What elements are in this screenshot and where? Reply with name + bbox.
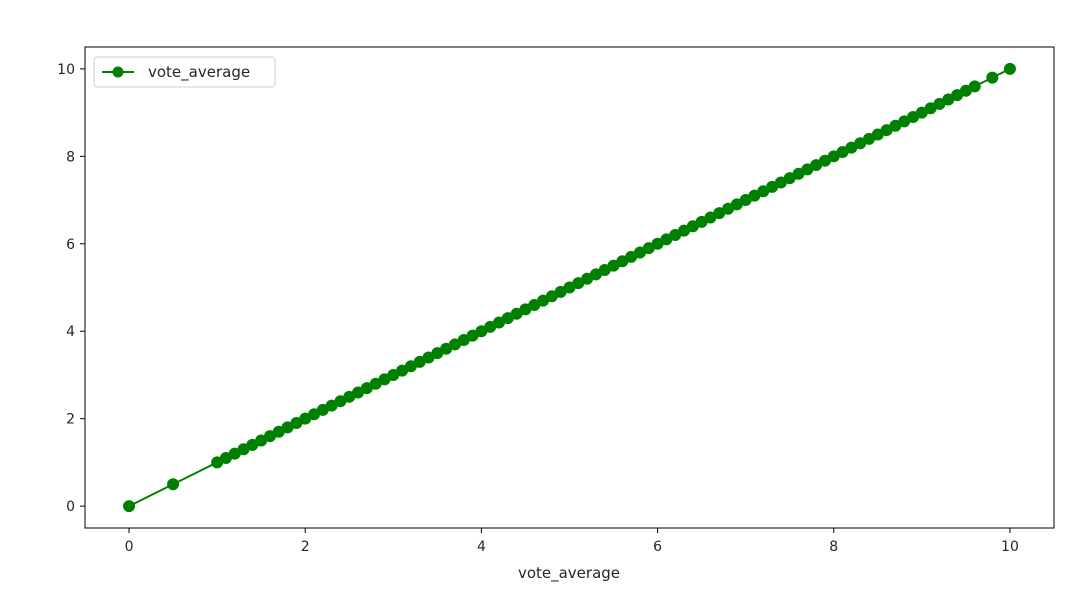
legend-box [93,56,276,88]
y-tick-label: 0 [66,499,75,515]
x-tick-label: 2 [301,539,310,555]
data-point [123,500,136,513]
y-tick-label: 6 [66,237,75,253]
x-tick-label: 0 [125,539,134,555]
data-point [167,478,180,491]
x-tick-label: 10 [1001,539,1019,555]
series-layer [123,62,1016,513]
plot-frame [84,46,1055,529]
legend: vote_average [93,56,276,88]
data-point [1003,62,1016,75]
y-axis-ticks: 0 2 4 6 8 10 [57,62,85,515]
y-tick-label: 10 [57,62,75,78]
x-tick-label: 4 [477,539,486,555]
data-point [986,71,999,84]
x-tick-label: 8 [829,539,838,555]
y-tick-label: 8 [66,149,75,165]
x-axis-label: vote_average [518,564,620,583]
x-tick-label: 6 [653,539,662,555]
legend-marker-swatch [112,66,124,78]
data-point [968,80,981,93]
y-tick-label: 2 [66,412,75,428]
legend-entry-label: vote_average [148,63,250,82]
y-tick-label: 4 [66,324,75,340]
x-axis-ticks: 0 2 4 6 8 10 [125,528,1019,555]
